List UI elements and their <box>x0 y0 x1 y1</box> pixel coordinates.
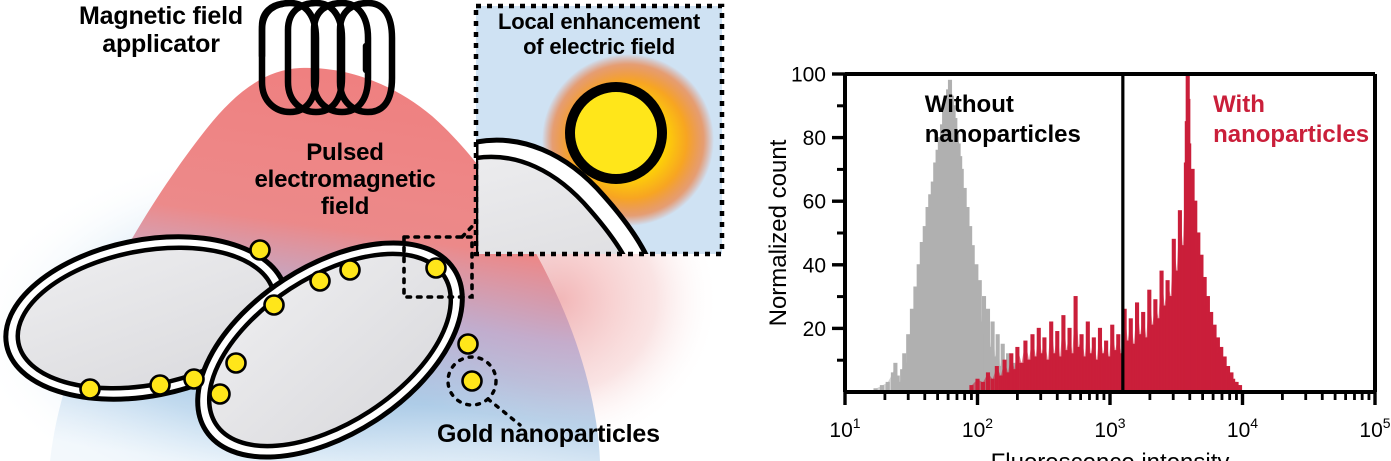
gold-nanoparticle <box>339 259 361 281</box>
series-label-without: Without <box>925 91 1014 118</box>
histogram-bin <box>1116 334 1121 393</box>
histogram-bin <box>1009 353 1014 393</box>
histogram-bin <box>1147 289 1152 393</box>
histogram-bin <box>1002 359 1007 393</box>
inset-dashed-border <box>473 3 725 257</box>
schematic-canvas <box>0 0 725 461</box>
series-label-with: nanoparticles <box>1213 121 1369 148</box>
series-label-with: With <box>1213 91 1265 118</box>
nanoparticle-callout <box>446 355 522 427</box>
x-tick-label: 103 <box>1094 415 1125 442</box>
x-tick-label: 101 <box>829 415 860 442</box>
gold-nanoparticle <box>309 270 331 292</box>
histogram-bin <box>1061 315 1066 393</box>
gold-nanoparticle <box>183 368 205 390</box>
histogram-bin <box>1058 356 1063 393</box>
histogram-bin <box>1042 337 1047 393</box>
histogram-series-with <box>969 73 1243 393</box>
x-tick-label: 102 <box>962 415 993 442</box>
histogram-bin <box>1045 359 1050 393</box>
y-tick-label: 20 <box>803 318 826 341</box>
gold-nanoparticle <box>461 370 483 392</box>
series-label-without: nanoparticles <box>925 121 1081 148</box>
histogram-bin <box>1128 318 1133 393</box>
magnetic-field-applicator-label: Magnetic field applicator <box>79 2 243 58</box>
inset-cell <box>476 137 649 254</box>
histogram-bin <box>1134 302 1140 393</box>
x-tick-label: 104 <box>1227 415 1258 442</box>
gold-nanoparticles-label: Gold nanoparticles <box>437 420 660 448</box>
x-tick-label: 105 <box>1359 415 1390 442</box>
histogram-bin <box>1049 321 1054 393</box>
histogram-bin <box>1079 334 1084 393</box>
gold-nanoparticle <box>425 257 447 279</box>
gold-nanoparticle <box>225 352 247 374</box>
histogram-bin <box>1107 356 1112 393</box>
solenoid-coil-icon <box>258 0 396 116</box>
histogram-bin <box>1005 372 1011 393</box>
histogram-bin <box>1015 346 1020 393</box>
y-axis-title: Normalized count <box>765 139 792 326</box>
histogram-bin <box>1023 340 1028 393</box>
histogram-bin <box>1156 318 1161 393</box>
pulsed-electromagnetic-field-label: Pulsed electromagnetic field <box>254 139 436 220</box>
y-tick-label: 100 <box>791 64 826 87</box>
gold-nanoparticle <box>209 383 231 405</box>
gold-nanoparticle <box>79 378 101 400</box>
inset-panel <box>473 3 725 257</box>
histogram-bin <box>1094 359 1099 393</box>
schematic-panel: Magnetic field applicator Pulsed electro… <box>0 0 725 461</box>
histogram-bin <box>998 375 1003 393</box>
histogram-bin <box>1030 334 1035 393</box>
histogram-bin <box>1174 270 1179 393</box>
histogram-bin <box>994 366 999 393</box>
gold-nanoparticle <box>149 374 171 396</box>
histogram-bin <box>1131 343 1136 393</box>
histogram-bin <box>985 372 991 393</box>
cell-right <box>195 240 465 460</box>
histogram-bin <box>1100 353 1106 393</box>
y-tick-label: 80 <box>803 127 826 150</box>
gold-nanoparticle-group <box>79 239 483 405</box>
x-axis-title: Fluorescence intensity <box>991 449 1230 461</box>
y-tick-label: 40 <box>803 254 826 277</box>
histogram-bin <box>1141 311 1146 393</box>
histogram-bin <box>1168 296 1173 393</box>
histogram-bin <box>1027 359 1032 393</box>
inset-gold-nanoparticle <box>565 82 667 184</box>
histogram-bin <box>1019 362 1024 393</box>
chart-canvas: 20 40 60 80 100 101 102 103 104 105 Fluorescence i… <box>765 64 1391 461</box>
flow-cytometry-histogram: 20 40 60 80 100 101 102 103 104 105 Fluorescence i… <box>760 0 1391 461</box>
gold-nanoparticle <box>457 333 479 355</box>
histogram-bin <box>1088 353 1093 393</box>
gold-nanoparticle <box>263 294 285 316</box>
y-tick-label: 60 <box>803 191 826 214</box>
gold-nanoparticle <box>249 239 271 261</box>
histogram-bin <box>1070 353 1075 393</box>
local-enhancement-label: Local enhancement of electric field <box>498 9 700 59</box>
